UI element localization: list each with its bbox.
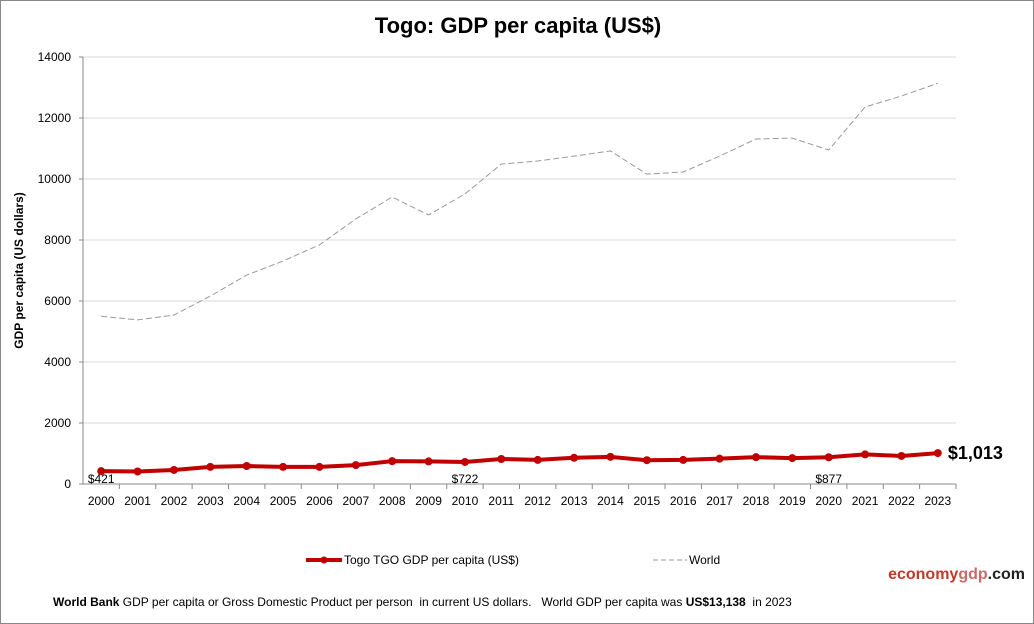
data-point-togo [497, 454, 506, 463]
x-tick-label: 2017 [706, 494, 733, 508]
logo: economygdp.com [888, 566, 1025, 584]
data-label: $421 [88, 472, 115, 486]
chart-title: Togo: GDP per capita (US$) [374, 13, 662, 38]
data-label: $877 [815, 472, 842, 486]
data-point-togo [715, 454, 724, 463]
data-point-togo [424, 457, 433, 466]
data-point-togo [897, 451, 906, 460]
legend-swatch-togo [306, 556, 342, 564]
y-tick-label: 6000 [44, 294, 71, 308]
data-point-togo [824, 453, 833, 462]
x-tick-label: 2010 [452, 494, 479, 508]
data-point-togo [242, 462, 251, 471]
x-tick-label: 2003 [197, 494, 224, 508]
x-tick-label: 2020 [815, 494, 842, 508]
y-tick-label: 10000 [38, 172, 72, 186]
data-point-togo [533, 455, 542, 464]
y-axis-label: GDP per capita (US dollars) [12, 192, 26, 349]
x-tick-label: 2007 [342, 494, 369, 508]
series-line-togo [101, 451, 938, 474]
logo-part2: gdp [958, 566, 988, 583]
x-tick-label: 2012 [524, 494, 551, 508]
x-tick-label: 2016 [670, 494, 697, 508]
y-tick-label: 8000 [44, 233, 71, 247]
y-tick-label: 4000 [44, 355, 71, 369]
x-tick-label: 2005 [270, 494, 297, 508]
note-world-value: US$13,138 [685, 595, 746, 609]
x-tick-label: 2006 [306, 494, 333, 508]
x-tick-label: 2014 [597, 494, 624, 508]
x-tick-label: 2022 [888, 494, 915, 508]
x-tick-label: 2018 [743, 494, 770, 508]
y-tick-label: 14000 [38, 50, 72, 64]
data-point-togo [169, 465, 178, 474]
footnote: World Bank GDP per capita or Gross Domes… [53, 595, 792, 609]
data-point-togo [133, 467, 142, 476]
x-tick-label: 2000 [88, 494, 115, 508]
data-point-togo [861, 450, 870, 459]
data-point-togo [933, 449, 942, 458]
x-tick-label: 2019 [779, 494, 806, 508]
data-point-togo [206, 462, 215, 471]
logo-part3: .com [987, 566, 1025, 583]
x-tick-label: 2001 [124, 494, 151, 508]
legend-item-togo: Togo TGO GDP per capita (US$) [306, 553, 519, 567]
note-source: World Bank [53, 595, 120, 609]
data-point-togo [351, 461, 360, 470]
legend-label-world: World [689, 553, 721, 567]
data-point-togo [279, 462, 288, 471]
data-point-togo [570, 453, 579, 462]
x-tick-label: 2004 [233, 494, 260, 508]
data-point-togo [388, 457, 397, 466]
logo-part1: economy [888, 566, 959, 583]
x-tick-label: 2009 [415, 494, 442, 508]
y-tick-label: 0 [64, 477, 71, 491]
x-tick-label: 2021 [852, 494, 879, 508]
legend-swatch-world [653, 559, 687, 561]
data-point-togo [788, 454, 797, 463]
x-tick-label: 2008 [379, 494, 406, 508]
y-tick-label: 12000 [38, 111, 72, 125]
legend-item-world: World [651, 553, 720, 567]
data-label: $722 [452, 472, 479, 486]
x-tick-label: 2023 [924, 494, 951, 508]
data-point-togo [315, 462, 324, 471]
legend-label-togo: Togo TGO GDP per capita (US$) [344, 553, 519, 567]
data-point-togo [642, 456, 651, 465]
data-point-togo [606, 452, 615, 461]
note-year: in 2023 [745, 595, 792, 609]
x-tick-label: 2011 [488, 494, 514, 508]
data-point-togo [97, 467, 106, 476]
x-tick-label: 2002 [161, 494, 188, 508]
x-tick-label: 2015 [633, 494, 660, 508]
series-line-world [101, 82, 938, 321]
data-point-togo [751, 453, 760, 462]
x-tick-label: 2013 [561, 494, 588, 508]
y-tick-label: 2000 [44, 416, 71, 430]
data-label: $1,013 [948, 443, 1003, 463]
note-text: GDP per capita or Gross Domestic Product… [119, 595, 686, 609]
data-point-togo [460, 457, 469, 466]
data-point-togo [679, 455, 688, 464]
